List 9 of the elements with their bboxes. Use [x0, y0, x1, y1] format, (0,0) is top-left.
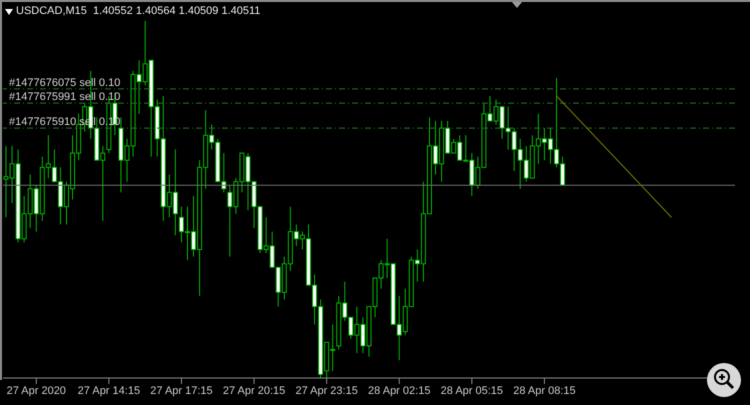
x-tick-label: 27 Apr 20:15 [222, 384, 286, 397]
x-tick-label: 27 Apr 2020 [6, 384, 66, 397]
x-tick-label: 28 Apr 02:15 [368, 384, 430, 397]
x-tick-label: 27 Apr 14:15 [78, 384, 140, 397]
x-tick-label: 27 Apr 23:15 [295, 384, 358, 397]
x-tick-label: 28 Apr 08:15 [513, 384, 576, 397]
x-tick-label: 28 Apr 05:15 [440, 384, 504, 397]
x-tick-label: 27 Apr 17:15 [150, 384, 213, 397]
chart-title: USDCAD,M15 1.40552 1.40564 1.40509 1.40511 [16, 5, 260, 17]
